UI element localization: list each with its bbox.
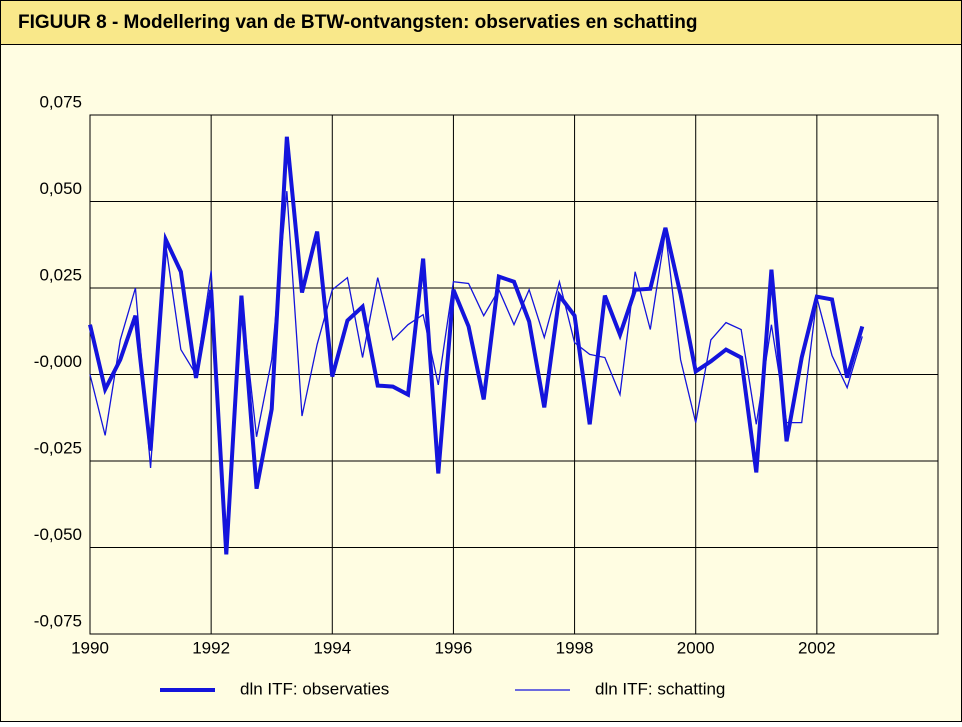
y-tick-label: 0,025 (39, 265, 82, 284)
x-tick-label: 1994 (313, 638, 351, 657)
y-tick-label: -0,000 (34, 352, 82, 371)
title-band (0, 0, 962, 45)
x-tick-label: 1992 (192, 638, 230, 657)
series-line (88, 136, 865, 555)
y-tick-label: -0,050 (34, 525, 82, 544)
legend-label: dln ITF: schatting (595, 679, 725, 698)
y-tick-label: -0,075 (34, 611, 82, 630)
series-line (89, 191, 863, 541)
y-tick-label: -0,025 (34, 438, 82, 457)
x-tick-label: 1996 (435, 638, 473, 657)
x-tick-label: 2000 (677, 638, 715, 657)
y-tick-label: 0,050 (39, 179, 82, 198)
x-tick-label: 1998 (556, 638, 594, 657)
x-tick-label: 2002 (798, 638, 836, 657)
x-tick-label: 1990 (71, 638, 109, 657)
y-tick-label: 0,075 (39, 92, 82, 111)
chart-title: FIGUUR 8 - Modellering van de BTW-ontvan… (18, 12, 697, 33)
legend-label: dln ITF: observaties (240, 679, 389, 698)
